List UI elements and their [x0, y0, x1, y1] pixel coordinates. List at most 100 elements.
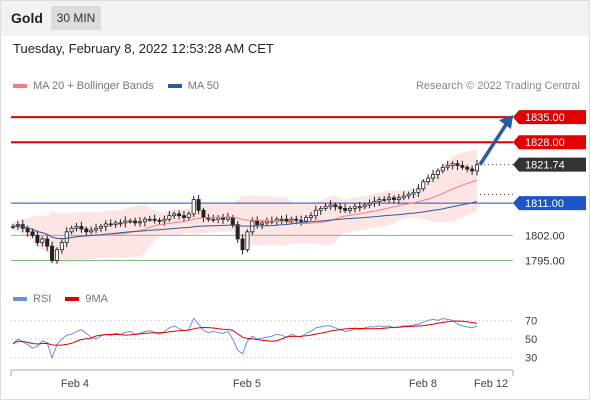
candle-body	[338, 206, 343, 209]
candle-body	[225, 217, 230, 220]
candle-body	[177, 213, 182, 217]
candle-body	[123, 220, 128, 224]
candle-body	[69, 227, 74, 233]
candle-body	[318, 208, 323, 211]
candle-body	[357, 206, 362, 209]
candle-body	[260, 222, 265, 226]
candle-body	[230, 217, 235, 226]
candle-body	[30, 231, 35, 236]
candle-body	[89, 229, 94, 233]
candle-body	[45, 238, 50, 247]
x-tick-label: Feb 5	[233, 378, 261, 390]
x-tick-label: Feb 12	[474, 378, 508, 390]
candle-body	[108, 223, 113, 226]
candle-body	[450, 163, 455, 166]
candle-body	[172, 213, 177, 217]
level-tag-1835.00	[513, 110, 586, 125]
level-label: 1802.00	[525, 230, 565, 242]
ma50-line	[12, 201, 478, 240]
chart-legend: MA 20 + Bollinger Bands MA 50	[13, 80, 219, 92]
rsi-9ma-line	[12, 320, 478, 346]
candle-body	[421, 181, 426, 190]
candle-body	[59, 242, 64, 251]
candle-body	[64, 231, 69, 243]
bollinger-band	[13, 148, 477, 265]
candle-body	[181, 215, 186, 218]
candle-body	[284, 218, 289, 222]
candle-body	[352, 206, 357, 209]
candle-body	[152, 218, 157, 221]
level-label: 1828.00	[525, 137, 565, 149]
level-tag-1811.00	[513, 196, 586, 211]
candle-body	[235, 224, 240, 240]
candle-body	[289, 218, 294, 222]
candle-body	[440, 166, 445, 172]
candle-body	[401, 195, 406, 199]
candle-body	[79, 226, 84, 230]
legend-label-rsi: RSI	[33, 293, 52, 305]
candle-body	[94, 227, 99, 231]
candle-body	[25, 227, 30, 233]
candle-body	[435, 170, 440, 175]
candle-body	[294, 218, 299, 221]
candle-body	[304, 217, 309, 222]
legend-label-ma50: MA 50	[187, 80, 219, 92]
candle-body	[167, 215, 172, 220]
candle-body	[328, 204, 333, 208]
candle-body	[377, 199, 382, 202]
candle-body	[128, 220, 133, 223]
level-tag-1828.00	[513, 135, 586, 150]
candle-body	[35, 234, 40, 243]
legend-swatch-ma50	[167, 84, 182, 88]
candle-body	[470, 168, 475, 172]
level-label: 1811.00	[525, 198, 564, 210]
candle-body	[362, 204, 367, 208]
candle-body	[191, 199, 196, 215]
candle-body	[391, 197, 396, 200]
legend-swatch-ma20	[13, 84, 27, 88]
candle-body	[382, 199, 387, 201]
candle-body	[445, 165, 450, 168]
candle-body	[333, 204, 338, 208]
candle-body	[406, 193, 411, 197]
candle-body	[313, 209, 318, 217]
candle-body	[387, 197, 392, 200]
rsi-tick-label: 30	[525, 353, 537, 365]
candle-body	[367, 202, 372, 206]
timeframe-button[interactable]: 30 MIN	[51, 6, 101, 30]
candle-body	[474, 164, 479, 172]
x-tick-label: Feb 4	[61, 378, 89, 390]
level-label: 1821.74	[525, 160, 565, 172]
candle-body	[196, 199, 201, 211]
candle-body	[221, 217, 226, 220]
level-label: 1795.00	[525, 255, 565, 267]
rsi-tick-label: 50	[525, 334, 537, 346]
candle-body	[348, 208, 353, 211]
candle-body	[50, 245, 55, 261]
candle-body	[157, 219, 162, 222]
candle-body	[426, 177, 431, 183]
candle-body	[416, 188, 421, 193]
legend-label-ma20: MA 20 + Bollinger Bands	[33, 80, 154, 92]
candle-body	[133, 220, 138, 224]
candle-body	[465, 166, 470, 170]
candle-body	[201, 209, 206, 218]
candle-body	[299, 219, 304, 222]
candle-body	[118, 222, 123, 225]
candle-body	[54, 249, 59, 261]
credit-text: Research © 2022 Trading Central	[415, 80, 580, 92]
candle-body	[103, 223, 108, 227]
candle-body	[431, 174, 436, 179]
candle-body	[411, 191, 416, 195]
candle-body	[162, 218, 167, 222]
candle-body	[323, 206, 328, 209]
candle-body	[10, 226, 15, 228]
candle-body	[245, 231, 250, 251]
legend-swatch-rsi	[13, 297, 27, 301]
candle-body	[372, 200, 377, 204]
candle-body	[279, 218, 284, 221]
level-tag-1821.74	[513, 157, 586, 172]
candle-body	[84, 228, 89, 233]
candle-body	[460, 165, 465, 168]
candle-body	[137, 221, 142, 224]
